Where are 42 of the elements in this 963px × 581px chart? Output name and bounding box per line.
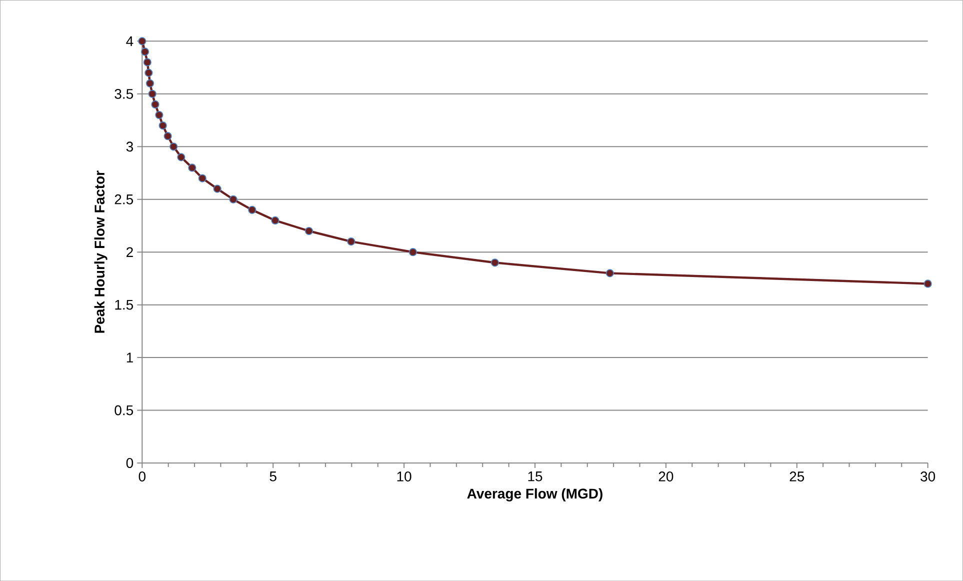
point [347,237,356,246]
y-tick-label: 2 [126,247,133,257]
point [408,248,417,256]
point [164,132,172,140]
point [188,164,196,172]
point [148,90,156,98]
point [144,68,153,77]
x-tick-label: 0 [138,471,146,482]
y-tick-label: 1.5 [115,300,134,310]
point [490,258,499,267]
point [198,174,206,182]
y-tick-label: 1 [126,352,133,362]
point [248,206,256,214]
y-tick-label: 3.5 [114,88,134,99]
point [606,269,614,278]
point [213,184,222,193]
point [138,37,146,46]
point [177,153,186,162]
point [229,195,238,204]
point [924,280,932,288]
point [140,48,150,56]
point [151,100,160,108]
x-tick-label: 25 [790,471,804,482]
point [304,226,314,235]
point [146,79,154,88]
x-tick-label: 10 [397,471,412,482]
point [143,58,152,66]
x-tick-label: 5 [270,471,276,482]
y-tick-label: 2.5 [114,194,134,204]
y-axis-title: Peak Hourly Flow Factor [94,170,108,333]
point [158,121,167,130]
point [155,110,164,119]
y-tick-label: 0 [126,458,134,468]
x-tick-label: 20 [658,471,674,482]
y-tick-label: 3 [126,142,133,152]
point [271,216,280,224]
y-tick-label: 0.5 [114,405,134,416]
y-tick-label: 4 [126,36,134,46]
x-tick-label: 15 [528,471,542,482]
point [170,142,178,151]
x-axis-title: Average Flow (MGD) [467,488,602,502]
x-tick-label: 30 [920,471,936,482]
